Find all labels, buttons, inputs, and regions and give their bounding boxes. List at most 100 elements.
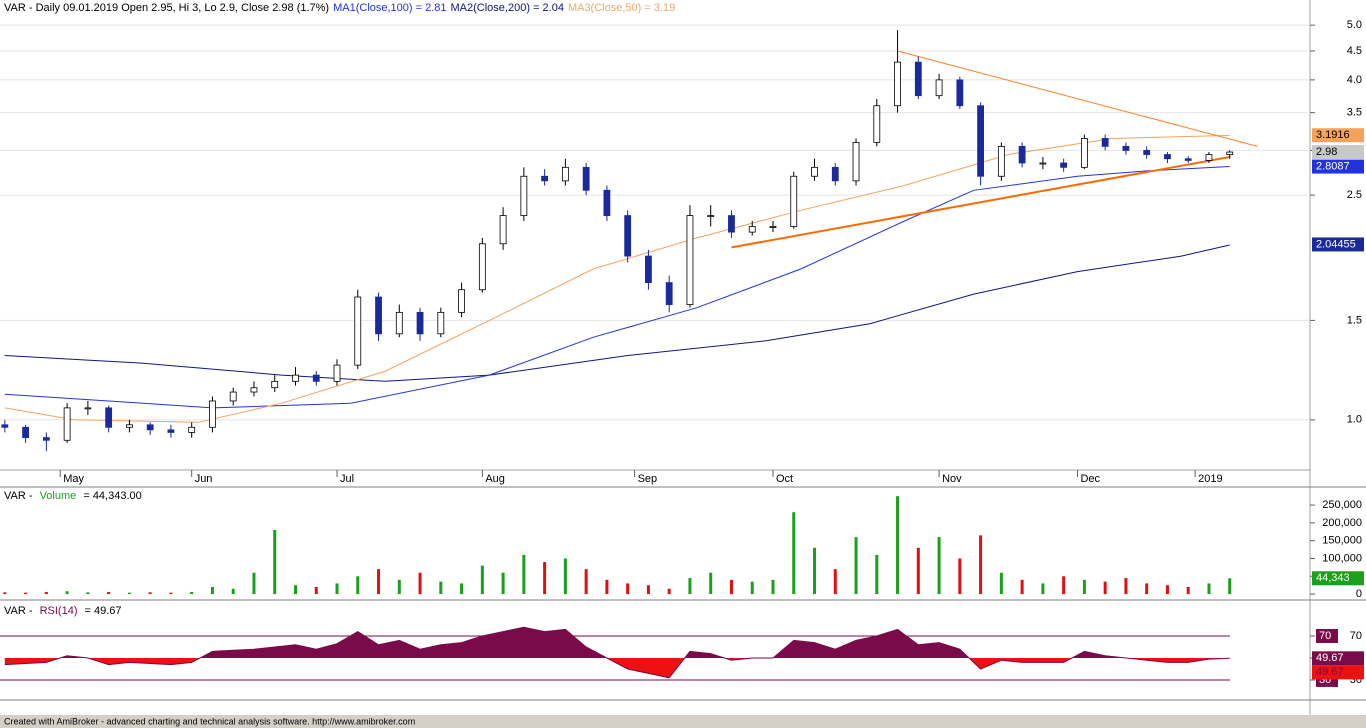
- candle-body: [437, 311, 445, 335]
- x-tick-label: Sep: [638, 473, 658, 485]
- candle-body: [1060, 162, 1068, 168]
- volume-bar: [792, 512, 796, 595]
- volume-bar: [356, 576, 360, 595]
- volume-bar: [543, 562, 547, 595]
- level-tag-label: 70: [1319, 630, 1331, 642]
- title-part: VAR -: [4, 490, 36, 502]
- pane-title: VAR - Volume = 44,343.00: [4, 490, 142, 502]
- y-tick-label: 4.5: [1347, 45, 1362, 57]
- value-tag: [1312, 651, 1364, 666]
- x-tick-label: 2019: [1198, 473, 1222, 485]
- y-tick-label: 5.0: [1347, 19, 1362, 31]
- candle-body: [292, 374, 299, 382]
- volume-bar: [854, 537, 858, 595]
- y-tick-label: 3.5: [1347, 107, 1362, 119]
- y-tick-label: 4.0: [1347, 74, 1362, 86]
- y-tick-label: 70: [1350, 630, 1362, 642]
- indicator-line: [731, 156, 1230, 249]
- candle-body: [914, 61, 922, 97]
- volume-bar: [605, 579, 609, 595]
- volume-bar: [1062, 576, 1066, 595]
- candle-body: [1, 424, 9, 428]
- candle-body: [1205, 154, 1213, 161]
- volume-bar: [584, 569, 588, 595]
- volume-bar: [1124, 578, 1128, 595]
- candle-body: [541, 175, 549, 182]
- volume-bar: [1207, 583, 1211, 595]
- title-part: RSI(14): [40, 605, 78, 617]
- value-tag-label: 2.8087: [1316, 160, 1350, 172]
- title-part: VAR - Daily 09.01.2019 Open 2.95, Hi 3, …: [4, 2, 329, 14]
- volume-bar: [1186, 586, 1190, 595]
- volume-bar: [646, 585, 650, 595]
- candle-body: [146, 424, 154, 431]
- level-tag: [1316, 628, 1338, 643]
- title-part: = 44,343.00: [80, 490, 141, 502]
- rsi-line: [4, 626, 1230, 679]
- volume-bar: [750, 581, 754, 595]
- volume-bar: [439, 581, 443, 595]
- candle-body: [1018, 145, 1026, 164]
- volume-bar: [127, 592, 131, 595]
- candle-body: [126, 424, 133, 428]
- candle-body: [84, 407, 92, 410]
- volume-bar: [833, 569, 837, 595]
- candle-body: [1143, 150, 1151, 155]
- volume-bar: [86, 592, 90, 595]
- candle-body: [229, 391, 237, 402]
- volume-bar: [916, 547, 920, 595]
- y-tick-label: 250,000: [1322, 499, 1362, 511]
- volume-bar: [3, 592, 7, 595]
- value-tag: [1312, 145, 1364, 160]
- candle-body: [769, 226, 777, 228]
- volume-bar: [460, 583, 464, 595]
- value-tag-label: 2.98: [1316, 146, 1337, 158]
- title-part: MA1(Close,100) = 2.81: [333, 2, 446, 14]
- candle-body: [1164, 154, 1171, 160]
- pane-title: VAR - RSI(14) = 49.67: [4, 605, 122, 617]
- volume-bar: [231, 588, 235, 595]
- volume-bar: [397, 579, 401, 595]
- y-tick-label: 1.5: [1347, 314, 1362, 326]
- volume-bar: [522, 554, 526, 595]
- candle-body: [873, 105, 881, 143]
- footer-bar: [0, 715, 1366, 728]
- candle-body: [209, 400, 216, 428]
- volume-bar: [1082, 579, 1086, 595]
- value-tag: [1312, 237, 1364, 252]
- candle-body: [790, 175, 798, 227]
- volume-bar: [107, 591, 111, 595]
- volume-bar: [1228, 578, 1232, 595]
- x-tick-label: Oct: [776, 473, 793, 485]
- candle-body: [665, 282, 673, 305]
- volume-bar: [273, 530, 277, 595]
- indicator-line: [897, 50, 1258, 147]
- volume-bar: [667, 588, 671, 595]
- volume-bar: [999, 572, 1003, 595]
- y-tick-label: 200,000: [1322, 517, 1362, 529]
- volume-bar: [501, 572, 505, 595]
- candle-body: [852, 141, 860, 182]
- x-tick-label: Jun: [195, 473, 213, 485]
- volume-bar: [24, 592, 28, 595]
- candle-body: [105, 407, 113, 428]
- value-tag-label: 2.04455: [1316, 238, 1356, 250]
- value-tag-label: 3.1916: [1316, 129, 1350, 141]
- volume-bar: [480, 565, 484, 595]
- title-part: MA3(Close,50) = 3.19: [568, 2, 675, 14]
- candle-body: [977, 105, 984, 177]
- candle-body: [831, 166, 839, 182]
- volume-bar: [190, 591, 194, 595]
- rsi-area-above: [60, 627, 1126, 658]
- volume-bar: [958, 558, 962, 595]
- candle-body: [811, 166, 818, 177]
- volume-bar: [335, 583, 339, 595]
- value-tag-label: 49.67: [1316, 666, 1344, 678]
- volume-bar: [771, 579, 775, 595]
- value-tag: [1312, 665, 1364, 680]
- volume-bar: [1165, 585, 1169, 595]
- candle-body: [1101, 138, 1109, 147]
- candle-body: [271, 380, 279, 389]
- volume-bar: [979, 535, 983, 595]
- candle-body: [312, 374, 320, 382]
